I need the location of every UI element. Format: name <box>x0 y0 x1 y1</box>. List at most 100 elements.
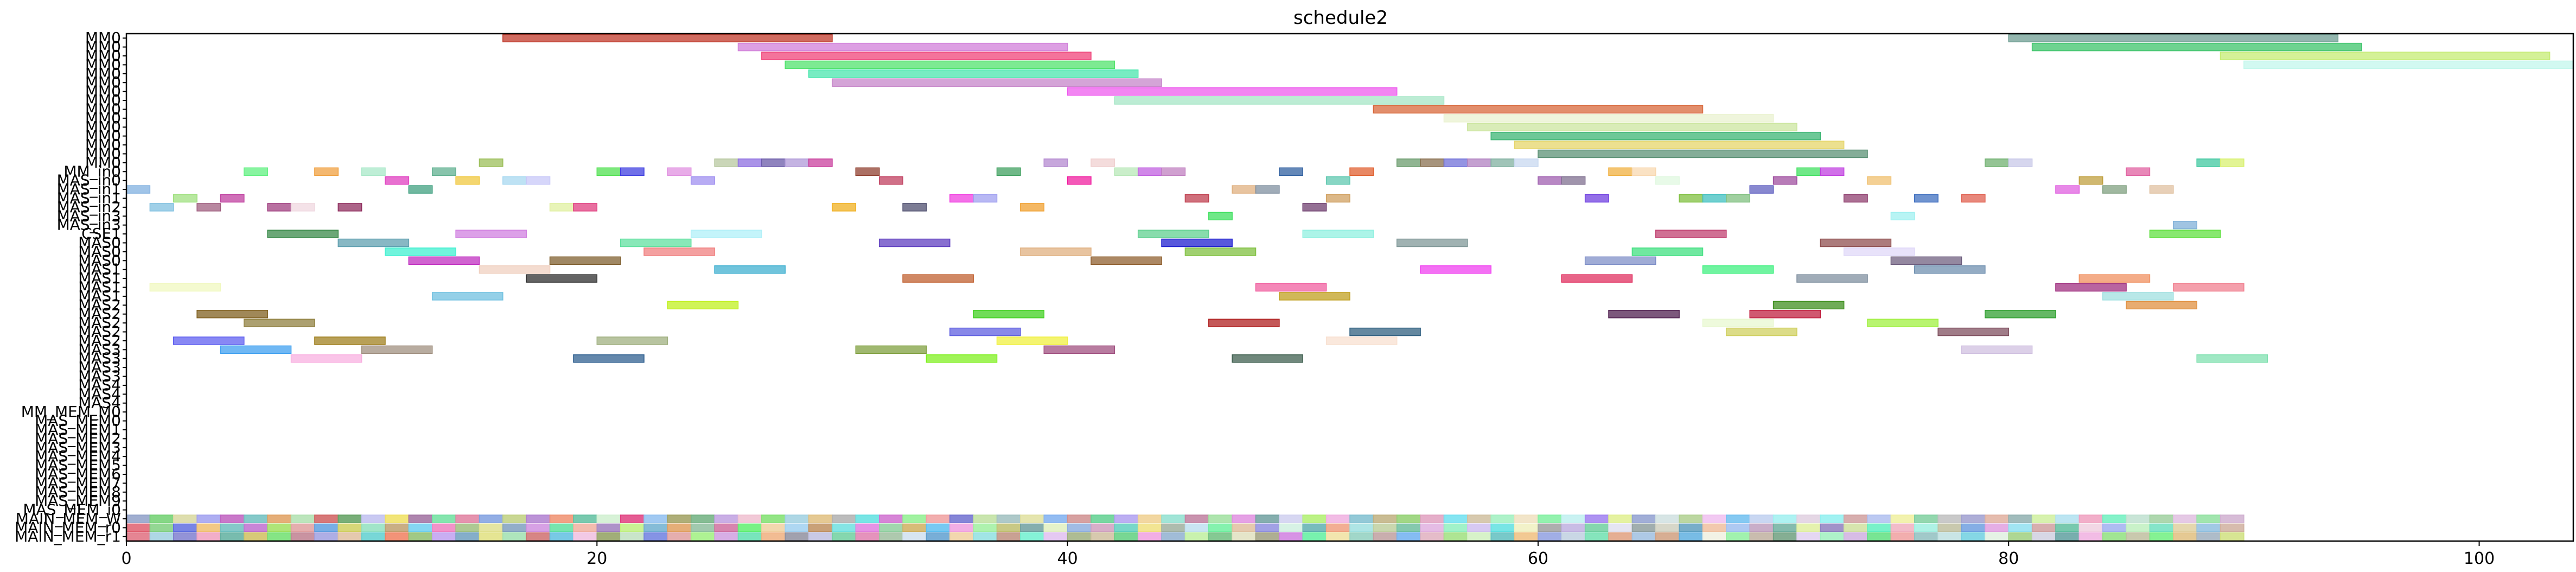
memory-slot-bar <box>337 532 362 541</box>
memory-slot-bar <box>2173 532 2197 541</box>
memory-slot-bar <box>408 523 433 532</box>
memory-slot-bar <box>2078 532 2103 541</box>
memory-slot-bar <box>2126 532 2151 541</box>
gantt-bar <box>1255 283 1327 292</box>
gantt-bar <box>1890 256 1962 265</box>
gantt-bar <box>1443 158 1468 167</box>
memory-slot-bar <box>1914 523 1939 532</box>
memory-slot-bar <box>1890 532 1915 541</box>
memory-slot-bar <box>244 523 268 532</box>
memory-slot-bar <box>737 532 762 541</box>
gantt-bar <box>620 167 645 176</box>
gantt-bar <box>1020 203 1045 212</box>
y-tick-label: MAS1 <box>78 278 121 296</box>
gantt-bar <box>1561 176 1586 185</box>
gantt-bar <box>2149 185 2174 194</box>
memory-slot-bar <box>2055 523 2080 532</box>
memory-slot-bar <box>1561 523 1586 532</box>
gantt-bar <box>2149 230 2221 238</box>
memory-slot-bar <box>2008 532 2033 541</box>
gantt-bar <box>1232 354 1304 363</box>
memory-slot-bar <box>1655 514 1680 523</box>
memory-slot-bar <box>1890 523 1915 532</box>
memory-slot-bar <box>596 532 621 541</box>
gantt-bar <box>2102 185 2127 194</box>
memory-slot-bar <box>408 514 433 523</box>
memory-slot-bar <box>1820 523 1845 532</box>
memory-slot-bar <box>1020 532 1045 541</box>
gantt-bar <box>691 230 762 238</box>
gantt-bar <box>267 203 292 212</box>
memory-slot-bar <box>2078 514 2103 523</box>
gantt-bar <box>1538 149 1868 158</box>
gantt-bar <box>1161 167 1186 176</box>
plot-frame <box>125 33 2574 542</box>
memory-slot-bar <box>1679 523 1704 532</box>
memory-slot-bar <box>973 523 998 532</box>
y-tick-label: MM_MEM_M0 <box>21 403 121 421</box>
memory-slot-bar <box>549 532 574 541</box>
memory-slot-bar <box>455 532 480 541</box>
memory-slot-bar <box>220 523 245 532</box>
gantt-bar <box>2173 283 2245 292</box>
memory-slot-bar <box>126 523 151 532</box>
memory-slot-bar <box>1420 532 1445 541</box>
y-tick-label: MM0 <box>85 118 121 136</box>
memory-slot-bar <box>878 532 903 541</box>
gantt-bar <box>1702 265 1774 274</box>
memory-slot-bar <box>785 514 809 523</box>
gantt-bar <box>1608 167 1633 176</box>
memory-slot-bar <box>1396 514 1421 523</box>
gantt-bar <box>1890 212 1915 220</box>
gantt-bar <box>455 230 527 238</box>
gantt-bar <box>1467 123 1797 131</box>
gantt-bar <box>1749 309 1821 319</box>
y-tick-label: MAS_in3 <box>57 216 121 234</box>
memory-slot-bar <box>432 523 456 532</box>
memory-slot-bar <box>1749 523 1774 532</box>
memory-slot-bar <box>902 532 927 541</box>
gantt-bar <box>1043 158 1068 167</box>
memory-slot-bar <box>2196 514 2221 523</box>
memory-slot-bar <box>1914 514 1939 523</box>
x-tick-label: 40 <box>1057 549 1078 568</box>
x-tick-label: 100 <box>2464 549 2495 568</box>
memory-slot-bar <box>1702 514 1727 523</box>
gantt-bar <box>220 345 292 354</box>
memory-slot-bar <box>290 523 315 532</box>
y-tick-label: MAS_in1 <box>57 180 121 198</box>
memory-slot-bar <box>643 532 668 541</box>
gantt-bar <box>1043 345 1115 354</box>
gantt-bar <box>1538 176 1563 185</box>
memory-slot-bar <box>1443 523 1468 532</box>
memory-slot-bar <box>996 523 1021 532</box>
memory-slot-bar <box>691 532 715 541</box>
gantt-bar <box>385 176 410 185</box>
memory-slot-bar <box>808 532 833 541</box>
memory-slot-bar <box>1020 523 1045 532</box>
memory-slot-bar <box>1396 523 1421 532</box>
memory-slot-bar <box>432 514 456 523</box>
memory-slot-bar <box>455 523 480 532</box>
memory-slot-bar <box>1796 514 1821 523</box>
y-tick-label: MAS0 <box>78 233 121 251</box>
y-tick-label: MM0 <box>85 144 121 162</box>
y-tick-label: MM0 <box>85 109 121 127</box>
gantt-bar <box>1961 194 1986 203</box>
memory-slot-bar <box>1749 514 1774 523</box>
memory-slot-bar <box>1796 532 1821 541</box>
memory-slot-bar <box>126 532 151 541</box>
gantt-bar <box>1420 158 1445 167</box>
memory-slot-bar <box>2031 514 2056 523</box>
memory-slot-bar <box>1514 514 1539 523</box>
gantt-bar <box>244 167 268 176</box>
memory-slot-bar <box>1538 523 1563 532</box>
memory-slot-bar <box>479 523 503 532</box>
gantt-bar <box>1561 274 1633 283</box>
memory-slot-bar <box>667 523 692 532</box>
memory-slot-bar <box>1961 532 1986 541</box>
memory-slot-bar <box>1067 532 1092 541</box>
memory-slot-bar <box>1561 532 1586 541</box>
memory-slot-bar <box>1608 532 1633 541</box>
memory-slot-bar <box>2008 523 2033 532</box>
